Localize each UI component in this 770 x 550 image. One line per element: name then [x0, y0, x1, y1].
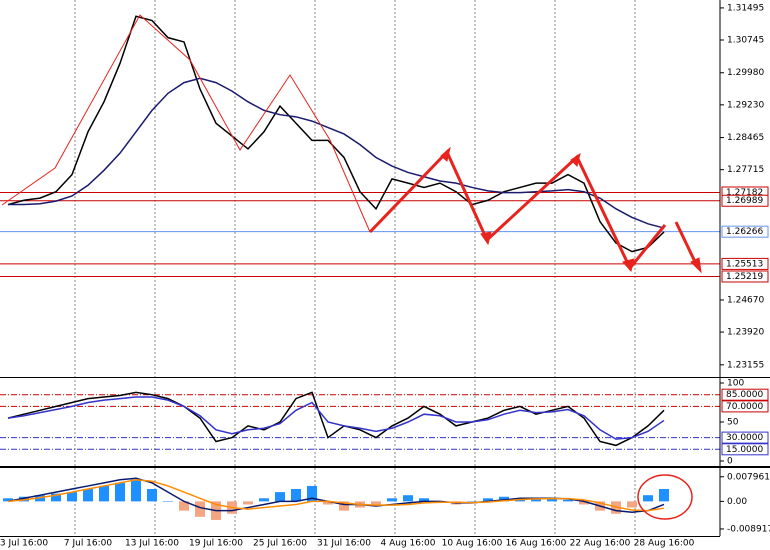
level-label: 70.0000: [726, 402, 763, 412]
highlight-circle: [637, 474, 693, 520]
histogram-bar: [147, 489, 157, 502]
histogram-bar: [579, 501, 589, 505]
y-tick-label: 1.31495: [727, 3, 764, 13]
y-tick-label: 1.30745: [727, 36, 764, 46]
y-tick-label: 0.0079618: [727, 472, 770, 482]
y-tick-label: 0: [727, 457, 733, 467]
x-tick-label: 28 Aug 16:00: [634, 539, 695, 549]
level-label: 1.25219: [726, 272, 763, 282]
forecast-arrow: [674, 221, 699, 267]
x-tick-label: 7 Jul 16:00: [64, 539, 113, 549]
y-tick-label: 0.00: [727, 497, 747, 507]
y-tick-label: 1.27715: [727, 165, 764, 175]
histogram-bar: [83, 489, 93, 502]
histogram-bar: [307, 485, 317, 502]
y-tick-label: 1.29230: [727, 100, 764, 110]
arrow-head: [570, 152, 581, 167]
series-line: [7, 478, 665, 512]
level-label: 1.26266: [726, 227, 763, 237]
grid-verticals: [74, 0, 636, 536]
annotations: [1, 14, 702, 520]
histogram-bar: [99, 485, 109, 502]
level-label: 30.0000: [726, 433, 763, 443]
histogram-bar: [643, 495, 653, 502]
histogram-bar: [115, 482, 125, 502]
histogram-bar: [659, 489, 669, 502]
x-tick-label: 10 Aug 16:00: [442, 539, 503, 549]
histogram-bar: [627, 501, 637, 508]
histogram-bar: [243, 501, 253, 505]
level-label-box: [721, 194, 769, 207]
histogram-bar: [531, 498, 541, 502]
y-tick-label: 1.23920: [727, 328, 764, 338]
zigzag-thin: [1, 14, 371, 233]
y-tick-label: 50: [727, 418, 739, 428]
level-label: 85.0000: [726, 390, 763, 400]
histogram-bar: [131, 479, 141, 502]
arrow-head: [622, 258, 635, 273]
series-line: [7, 15, 665, 253]
series-line: [7, 391, 665, 447]
y-tick-label: 1.28465: [727, 133, 764, 143]
histogram-bar: [419, 498, 429, 502]
series-line: [7, 396, 665, 440]
x-tick-label: 25 Jul 16:00: [253, 539, 307, 549]
y-tick-label: 1.29980: [727, 68, 764, 78]
histogram-bar: [387, 498, 397, 502]
histogram-bar: [163, 501, 173, 502]
level-label-box: [721, 400, 769, 413]
level-label-box: [721, 431, 769, 444]
zigzag-thick: [368, 149, 667, 271]
y-tick-label: 1.24670: [727, 295, 764, 305]
histogram-bar: [371, 501, 381, 505]
x-tick-label: 19 Jul 16:00: [189, 539, 243, 549]
y-tick-label: -0.008917: [727, 524, 770, 534]
histogram-bar: [195, 501, 205, 517]
histogram-bar: [3, 498, 13, 502]
series-line: [8, 77, 665, 229]
x-tick-label: 22 Aug 16:00: [570, 539, 631, 549]
frame: [0, 0, 770, 537]
histogram-bar: [275, 492, 285, 502]
histogram-bar: [67, 492, 77, 502]
histogram-bar: [19, 496, 29, 502]
histogram-bar: [323, 501, 333, 505]
level-label-box: [721, 270, 769, 283]
level-label-box: [721, 388, 769, 401]
level-label-box: [721, 225, 769, 238]
histogram-bar: [547, 498, 557, 502]
level-label: 1.27182: [726, 188, 763, 198]
level-label: 1.26989: [726, 196, 763, 206]
histogram-bar: [259, 498, 269, 502]
x-tick-label: 4 Aug 16:00: [381, 539, 436, 549]
arrow-head: [690, 257, 702, 274]
histogram-bar: [51, 493, 61, 502]
x-tick-label: 16 Aug 16:00: [506, 539, 567, 549]
histogram-bar: [339, 501, 349, 511]
histogram-bar: [563, 499, 573, 502]
arrow-head: [480, 231, 492, 246]
level-label-box: [721, 257, 769, 270]
histogram-bar: [467, 501, 477, 502]
histogram-bar: [499, 496, 509, 502]
arrow-head: [440, 146, 451, 162]
y-tick-label: 100: [727, 378, 744, 388]
x-tick-label: 3 Jul 16:00: [0, 539, 48, 549]
histogram-bar: [179, 501, 189, 511]
x-tick-label: 13 Jul 16:00: [125, 539, 179, 549]
y-tick-label: 1.23155: [727, 360, 764, 370]
level-label: 15.0000: [726, 445, 763, 455]
histogram-bar: [291, 489, 301, 502]
plot-layer: 1.31495 1.30745 1.29980 1.29230 1.28465 1.277…: [0, 3, 770, 549]
histogram-bar: [483, 498, 493, 502]
histogram-bar: [403, 495, 413, 502]
level-label-box: [721, 443, 769, 456]
level-label: 1.25513: [726, 259, 763, 269]
x-tick-label: 31 Jul 16:00: [317, 539, 371, 549]
